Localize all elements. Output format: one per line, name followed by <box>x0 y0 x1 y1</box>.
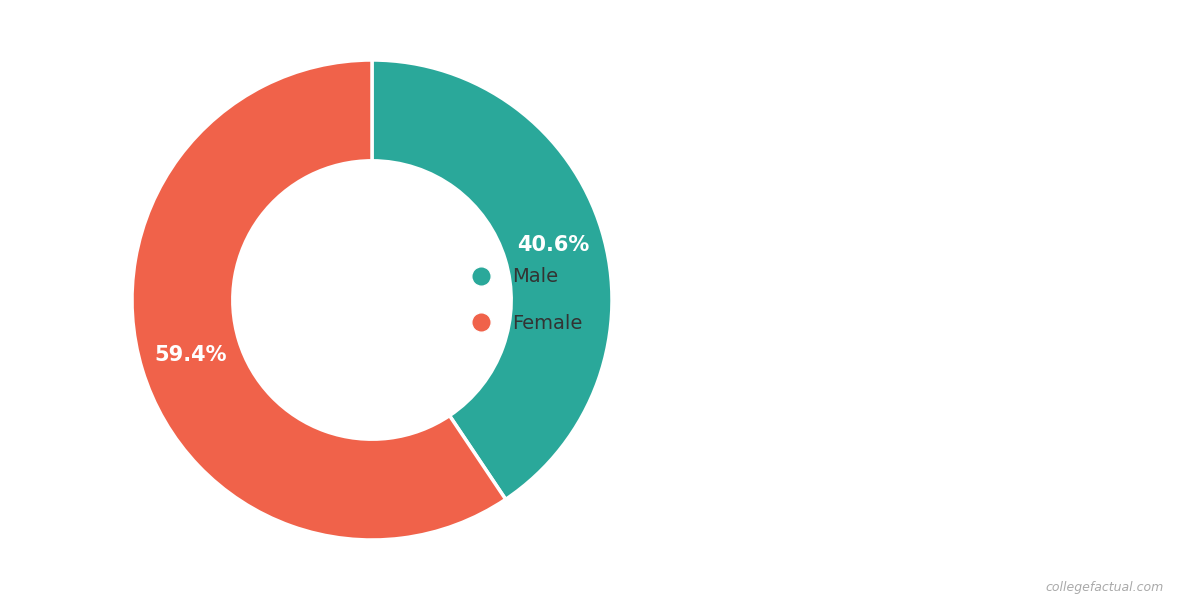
Wedge shape <box>372 60 612 499</box>
Wedge shape <box>132 60 505 540</box>
Text: collegefactual.com: collegefactual.com <box>1045 581 1164 594</box>
Text: 40.6%: 40.6% <box>517 235 589 255</box>
Legend: Male, Female: Male, Female <box>454 260 590 340</box>
Text: 59.4%: 59.4% <box>155 345 227 365</box>
